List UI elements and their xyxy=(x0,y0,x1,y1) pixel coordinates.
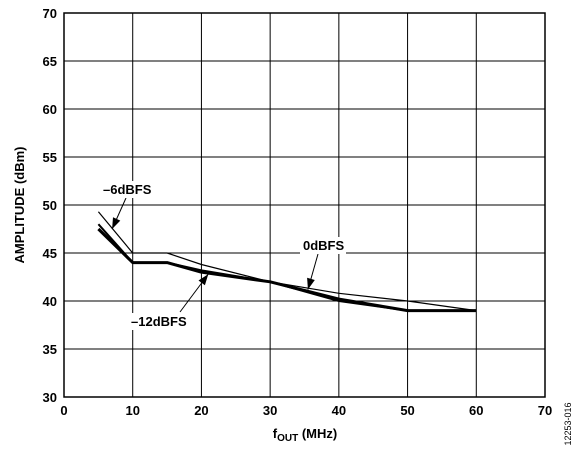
y-tick-label: 60 xyxy=(43,102,57,117)
annotation-arrowhead xyxy=(307,277,315,290)
series-line xyxy=(97,227,477,313)
series-lines xyxy=(97,211,477,313)
y-tick-label: 55 xyxy=(43,150,57,165)
x-tick-label: 10 xyxy=(125,403,139,418)
y-axis-label: AMPLITUDE (dBm) xyxy=(12,147,27,264)
series-annotations: –6dBFS 0dBFS –12dBFS xyxy=(100,181,346,330)
annotation-label-bg xyxy=(100,181,154,198)
x-tick-label: 40 xyxy=(332,403,346,418)
annotation-arrowhead xyxy=(112,217,121,229)
y-tick-label: 70 xyxy=(43,6,57,21)
x-tick-label: 20 xyxy=(194,403,208,418)
annotation-label: 0dBFS xyxy=(303,238,345,253)
annotation-label: –12dBFS xyxy=(131,314,187,329)
annotation-label: –6dBFS xyxy=(103,182,152,197)
plot-frame xyxy=(63,12,546,398)
y-tick-label: 40 xyxy=(43,294,57,309)
annotation-label-bg xyxy=(128,313,190,330)
y-tick-label: 45 xyxy=(43,246,57,261)
annotation-label-bg xyxy=(300,237,346,254)
grid-lines xyxy=(63,12,546,398)
y-tick-label: 65 xyxy=(43,54,57,69)
x-tick-label: 60 xyxy=(469,403,483,418)
y-tick-label: 50 xyxy=(43,198,57,213)
x-tick-labels: 0 10 20 30 40 50 60 70 xyxy=(60,403,552,418)
y-tick-labels: 30 35 40 45 50 55 60 65 70 xyxy=(43,6,57,405)
y-tick-label: 35 xyxy=(43,342,57,357)
x-axis-label-main: f xyxy=(273,426,278,441)
x-tick-label: 70 xyxy=(538,403,552,418)
x-tick-label: 30 xyxy=(263,403,277,418)
x-axis-label: fOUT (MHz) xyxy=(273,426,337,444)
series-line xyxy=(97,223,477,312)
annotation-arrowhead xyxy=(198,274,209,286)
y-tick-label: 30 xyxy=(43,390,57,405)
figure-id: 12253-016 xyxy=(563,402,573,445)
x-axis-label-sub: OUT xyxy=(277,433,298,444)
series-line xyxy=(97,211,477,312)
x-tick-label: 50 xyxy=(400,403,414,418)
x-tick-label: 0 xyxy=(60,403,67,418)
x-axis-label-rest: (MHz) xyxy=(298,426,337,441)
